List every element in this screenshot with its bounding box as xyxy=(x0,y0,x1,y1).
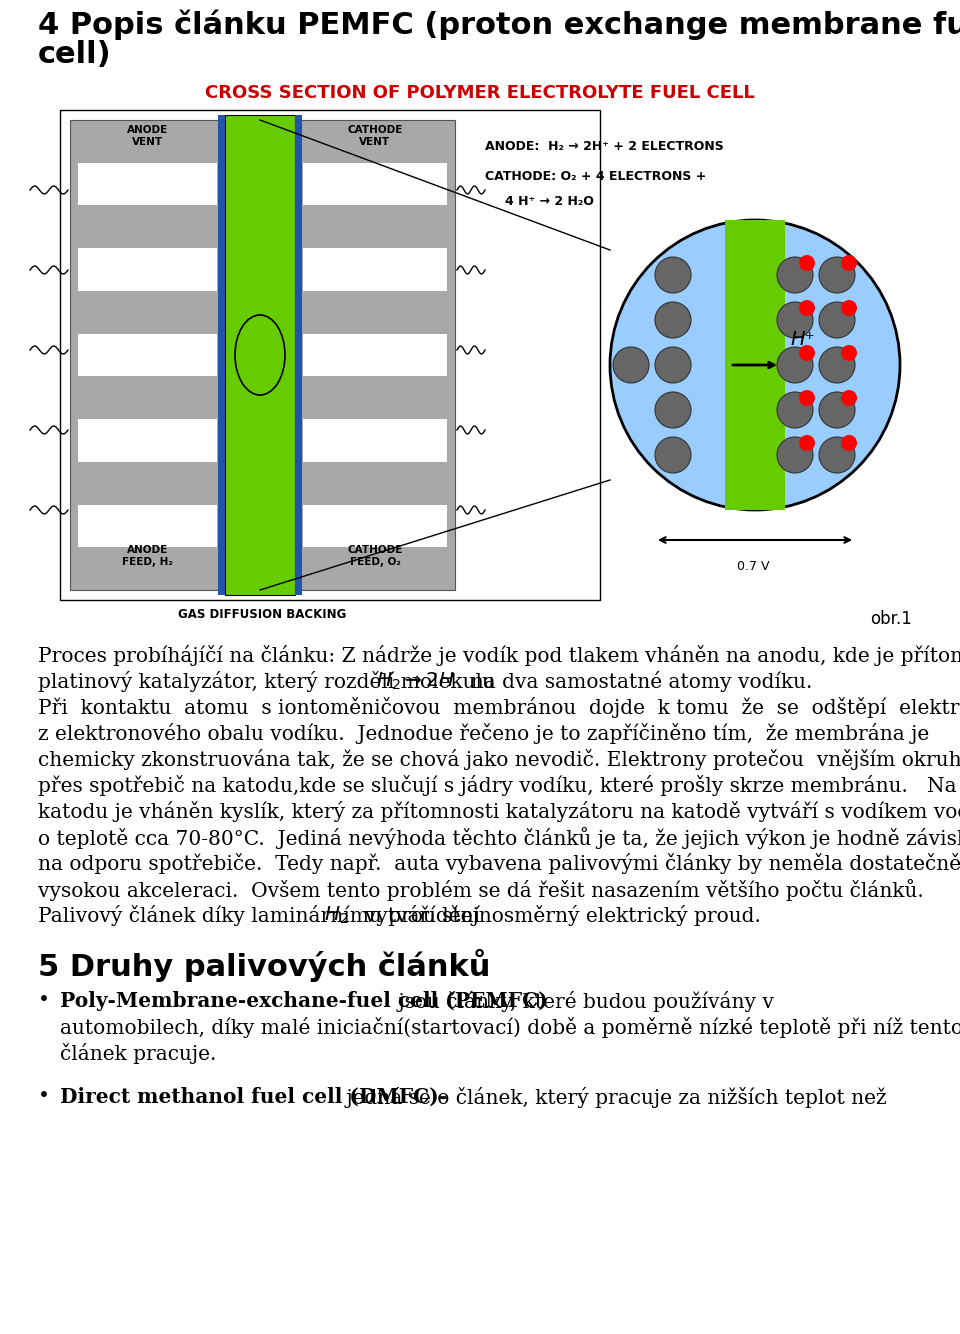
Text: jsou články, které budou používány v: jsou články, které budou používány v xyxy=(392,991,774,1013)
Circle shape xyxy=(655,301,691,338)
Bar xyxy=(295,120,455,590)
Text: $H_2$: $H_2$ xyxy=(324,904,348,926)
Bar xyxy=(78,248,217,291)
Circle shape xyxy=(777,347,813,383)
Text: o teplotě cca 70-80°C.  Jediná nevýhoda těchto článků je ta, že jejich výkon je : o teplotě cca 70-80°C. Jediná nevýhoda t… xyxy=(38,827,960,848)
Circle shape xyxy=(799,435,815,451)
Text: $H_2 \rightarrow 2H$: $H_2 \rightarrow 2H$ xyxy=(376,671,455,692)
Circle shape xyxy=(777,301,813,338)
Text: vytváří stejnosměrný elektrický proud.: vytváří stejnosměrný elektrický proud. xyxy=(352,904,761,926)
Text: 4 H⁺ → 2 H₂O: 4 H⁺ → 2 H₂O xyxy=(505,195,594,208)
Circle shape xyxy=(819,438,855,474)
Text: článek pracuje.: článek pracuje. xyxy=(60,1043,216,1065)
Text: CATHODE
FEED, O₂: CATHODE FEED, O₂ xyxy=(348,546,402,567)
Bar xyxy=(78,163,217,205)
Bar xyxy=(303,419,447,462)
Text: CATHODE: O₂ + 4 ELECTRONS +: CATHODE: O₂ + 4 ELECTRONS + xyxy=(485,169,707,183)
Text: 4 Popis článku PEMFC (proton exchange membrane fuel: 4 Popis článku PEMFC (proton exchange me… xyxy=(38,9,960,40)
Circle shape xyxy=(777,392,813,428)
Text: ANODE
FEED, H₂: ANODE FEED, H₂ xyxy=(122,546,173,567)
Text: Proces probíhájíčí na článku: Z nádrže je vodík pod tlakem vháněn na anodu, kde : Proces probíhájíčí na článku: Z nádrže j… xyxy=(38,646,960,666)
Text: cell): cell) xyxy=(38,40,111,69)
Circle shape xyxy=(655,438,691,474)
Circle shape xyxy=(799,346,815,362)
Text: H⁺: H⁺ xyxy=(790,329,815,350)
Bar xyxy=(303,504,447,547)
Text: Poly-Membrane-exchane-fuel cell (PEMFC): Poly-Membrane-exchane-fuel cell (PEMFC) xyxy=(60,991,547,1011)
Bar xyxy=(78,504,217,547)
Bar xyxy=(303,163,447,205)
Bar xyxy=(70,120,225,590)
Text: Palivový článek díky laminárnímu proudění: Palivový článek díky laminárnímu prouděn… xyxy=(38,904,487,926)
Text: jedná se o článek, který pracuje za nižších teplot než: jedná se o článek, který pracuje za nižš… xyxy=(341,1087,887,1109)
Circle shape xyxy=(655,257,691,293)
Circle shape xyxy=(841,435,857,451)
Text: Direct methanol fuel cell (DMFC)-: Direct methanol fuel cell (DMFC)- xyxy=(60,1087,447,1107)
Circle shape xyxy=(777,257,813,293)
Circle shape xyxy=(655,347,691,383)
Circle shape xyxy=(799,255,815,271)
Text: 0.7 V: 0.7 V xyxy=(737,560,773,574)
Text: obr.1: obr.1 xyxy=(870,610,912,628)
Text: platinový katalyzátor, který rozdělí molekulu: platinový katalyzátor, který rozdělí mol… xyxy=(38,671,501,692)
Circle shape xyxy=(610,220,900,510)
Circle shape xyxy=(819,301,855,338)
Circle shape xyxy=(819,392,855,428)
Text: přes spotřebič na katodu,kde se slučují s jádry vodíku, které prošly skrze membr: přes spotřebič na katodu,kde se slučují … xyxy=(38,775,956,796)
Bar xyxy=(78,334,217,376)
Bar xyxy=(218,115,225,595)
Text: GAS DIFFUSION BACKING: GAS DIFFUSION BACKING xyxy=(179,608,347,622)
Bar xyxy=(60,109,600,600)
Circle shape xyxy=(841,346,857,362)
Text: Při  kontaktu  atomu  s iontoměničovou  membránou  dojde  k tomu  že  se  odštěp: Při kontaktu atomu s iontoměničovou memb… xyxy=(38,696,960,718)
Text: automobilech, díky malé iniciační(startovací) době a poměrně nízké teplotě při n: automobilech, díky malé iniciační(starto… xyxy=(60,1017,960,1038)
Circle shape xyxy=(819,347,855,383)
Text: CROSS SECTION OF POLYMER ELECTROLYTE FUEL CELL: CROSS SECTION OF POLYMER ELECTROLYTE FUE… xyxy=(205,84,755,101)
Circle shape xyxy=(655,392,691,428)
Text: na odporu spotřebiče.  Tedy např.  auta vybavena palivovými články by neměla dos: na odporu spotřebiče. Tedy např. auta vy… xyxy=(38,852,960,874)
Bar xyxy=(725,220,785,510)
Bar xyxy=(225,115,295,595)
Circle shape xyxy=(613,347,649,383)
Text: chemicky zkonstruována tak, že se chová jako nevodič. Elektrony protečou  vnější: chemicky zkonstruována tak, že se chová … xyxy=(38,748,960,770)
Text: •: • xyxy=(38,1087,50,1106)
Circle shape xyxy=(799,300,815,316)
Text: 5 Druhy palivových článků: 5 Druhy palivových článků xyxy=(38,948,491,982)
Bar xyxy=(303,334,447,376)
Text: CATHODE
VENT: CATHODE VENT xyxy=(348,125,402,147)
Bar xyxy=(295,115,302,595)
Bar xyxy=(78,419,217,462)
Text: •: • xyxy=(38,991,50,1010)
Circle shape xyxy=(841,390,857,406)
Circle shape xyxy=(841,300,857,316)
Circle shape xyxy=(841,255,857,271)
Bar xyxy=(303,248,447,291)
Text: katodu je vháněn kyslík, který za přítomnosti katalyzátoru na katodě vytváří s v: katodu je vháněn kyslík, který za přítom… xyxy=(38,800,960,822)
Circle shape xyxy=(819,257,855,293)
Text: vysokou akceleraci.  Ovšem tento problém se dá řešit nasazením většího počtu člá: vysokou akceleraci. Ovšem tento problém … xyxy=(38,879,924,900)
Circle shape xyxy=(799,390,815,406)
Text: ANODE
VENT: ANODE VENT xyxy=(127,125,168,147)
Text: z elektronového obalu vodíku.  Jednodue řečeno je to zapříčiněno tím,  že membrá: z elektronového obalu vodíku. Jednodue ř… xyxy=(38,723,929,744)
Text: na dva samostatné atomy vodíku.: na dva samostatné atomy vodíku. xyxy=(458,671,812,692)
Text: ANODE:  H₂ → 2H⁺ + 2 ELECTRONS: ANODE: H₂ → 2H⁺ + 2 ELECTRONS xyxy=(485,140,724,153)
Circle shape xyxy=(777,438,813,474)
